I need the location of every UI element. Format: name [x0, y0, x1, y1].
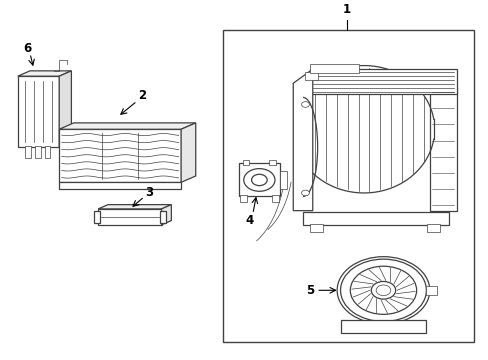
Circle shape: [370, 282, 395, 299]
Circle shape: [251, 174, 266, 186]
Polygon shape: [59, 71, 71, 147]
Text: 2: 2: [138, 89, 146, 102]
Bar: [242, 160, 249, 165]
Bar: [222, 30, 473, 342]
Polygon shape: [181, 123, 195, 183]
Circle shape: [244, 168, 274, 191]
Bar: [25, 146, 31, 158]
Bar: [271, 195, 278, 202]
Polygon shape: [59, 123, 195, 129]
Polygon shape: [161, 204, 171, 225]
Polygon shape: [98, 204, 171, 209]
Bar: [305, 72, 317, 80]
Circle shape: [375, 285, 390, 296]
Bar: [98, 209, 161, 225]
Text: 5: 5: [305, 284, 314, 297]
Polygon shape: [293, 58, 458, 218]
Polygon shape: [18, 71, 71, 76]
Circle shape: [349, 266, 416, 314]
Bar: [280, 171, 287, 189]
Bar: [310, 64, 358, 73]
Bar: [310, 224, 322, 232]
Bar: [18, 76, 59, 147]
Bar: [240, 195, 246, 202]
Bar: [238, 163, 280, 197]
Bar: [310, 69, 456, 94]
Circle shape: [340, 259, 426, 321]
Bar: [340, 320, 426, 333]
Circle shape: [301, 102, 309, 107]
Bar: [427, 224, 439, 232]
Bar: [35, 146, 41, 158]
Bar: [59, 183, 181, 189]
Circle shape: [301, 190, 309, 196]
Bar: [59, 129, 181, 183]
Text: 1: 1: [342, 3, 350, 16]
Bar: [303, 212, 448, 225]
Text: 4: 4: [245, 214, 253, 227]
Bar: [159, 211, 165, 223]
Text: 6: 6: [23, 42, 32, 55]
Bar: [94, 211, 100, 223]
Polygon shape: [293, 69, 312, 211]
Bar: [269, 160, 276, 165]
Bar: [426, 286, 436, 294]
Text: 3: 3: [145, 186, 153, 199]
Bar: [44, 146, 50, 158]
Bar: [429, 87, 456, 211]
